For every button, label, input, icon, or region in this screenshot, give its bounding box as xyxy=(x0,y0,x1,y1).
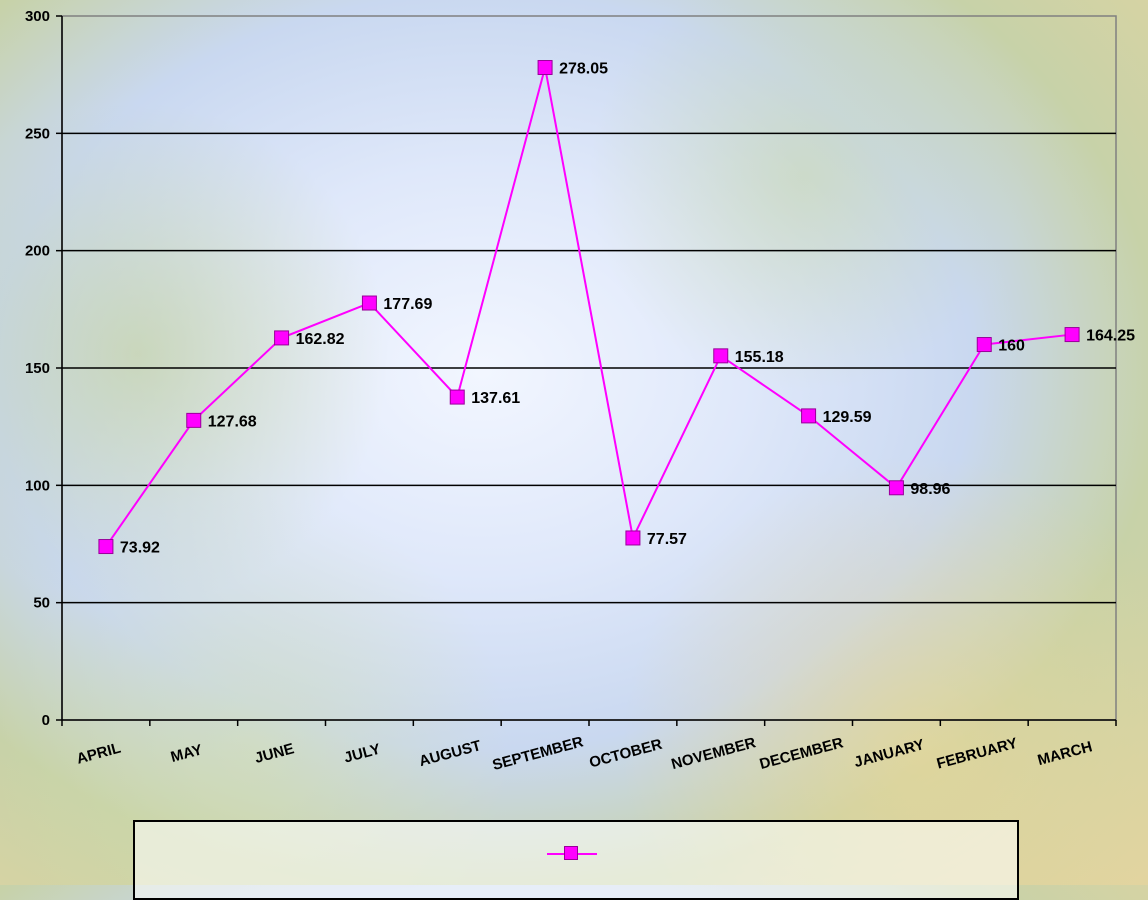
x-tick-label: JUNE xyxy=(253,740,296,767)
x-tick-label: FEBRUARY xyxy=(935,735,1019,773)
x-tick-labels: APRIL MAY JUNE JULY AUGUST SEPTEMBER OCTOBER NO… xyxy=(75,733,1094,774)
x-tick-label: JULY xyxy=(342,741,382,767)
y-tick-label: 200 xyxy=(25,243,50,260)
y-tick-label: 250 xyxy=(25,125,50,142)
data-label: 137.61 xyxy=(471,390,520,407)
y-tick-label: 50 xyxy=(33,595,50,612)
data-point-marker xyxy=(537,60,553,76)
series-markers xyxy=(98,60,1080,555)
data-point-marker xyxy=(449,389,465,405)
data-label: 98.96 xyxy=(910,481,950,498)
data-label: 162.82 xyxy=(296,331,345,348)
data-point-marker xyxy=(98,539,114,555)
y-tick-label: 0 xyxy=(42,712,50,729)
data-label: 160 xyxy=(998,338,1025,355)
data-label: 129.59 xyxy=(823,409,872,426)
x-tick-label: NOVEMBER xyxy=(670,734,758,773)
y-tick-label: 150 xyxy=(25,360,50,377)
gridlines xyxy=(56,15,1117,726)
data-label: 155.18 xyxy=(735,349,784,366)
data-label: 73.92 xyxy=(120,540,160,557)
data-point-marker xyxy=(186,412,202,428)
y-tick-label: 100 xyxy=(25,477,50,494)
x-tick-label: DECEMBER xyxy=(758,734,845,773)
data-point-marker xyxy=(713,348,729,364)
data-labels: 73.92 127.68 162.82 177.69 137.61 278.05 77.57… xyxy=(120,61,1135,557)
axes xyxy=(61,16,1116,721)
data-point-marker xyxy=(801,408,817,424)
legend xyxy=(133,820,1019,900)
data-label: 278.05 xyxy=(559,61,608,78)
legend-marker-swatch xyxy=(564,846,578,860)
data-point-marker xyxy=(625,530,641,546)
data-point-marker xyxy=(1064,327,1080,343)
y-tick-label: 300 xyxy=(25,8,50,25)
x-tick-label: APRIL xyxy=(75,740,123,768)
data-label: 164.25 xyxy=(1086,328,1135,345)
data-label: 77.57 xyxy=(647,531,687,548)
x-tick-label: MARCH xyxy=(1036,738,1094,769)
x-tick-label: SEPTEMBER xyxy=(491,733,586,774)
x-tick-label: OCTOBER xyxy=(587,736,664,772)
y-tick-labels: 0 50 100 150 200 250 300 xyxy=(25,8,50,729)
data-point-marker xyxy=(976,337,992,353)
data-label: 177.69 xyxy=(383,296,432,313)
series-line xyxy=(105,67,1073,548)
data-point-marker xyxy=(361,295,377,311)
data-point-marker xyxy=(274,330,290,346)
x-tick-label: AUGUST xyxy=(417,737,483,770)
data-label: 127.68 xyxy=(208,413,257,430)
data-point-marker xyxy=(888,480,904,496)
x-tick-label: MAY xyxy=(169,741,204,766)
x-tick-label: JANUARY xyxy=(852,736,926,771)
